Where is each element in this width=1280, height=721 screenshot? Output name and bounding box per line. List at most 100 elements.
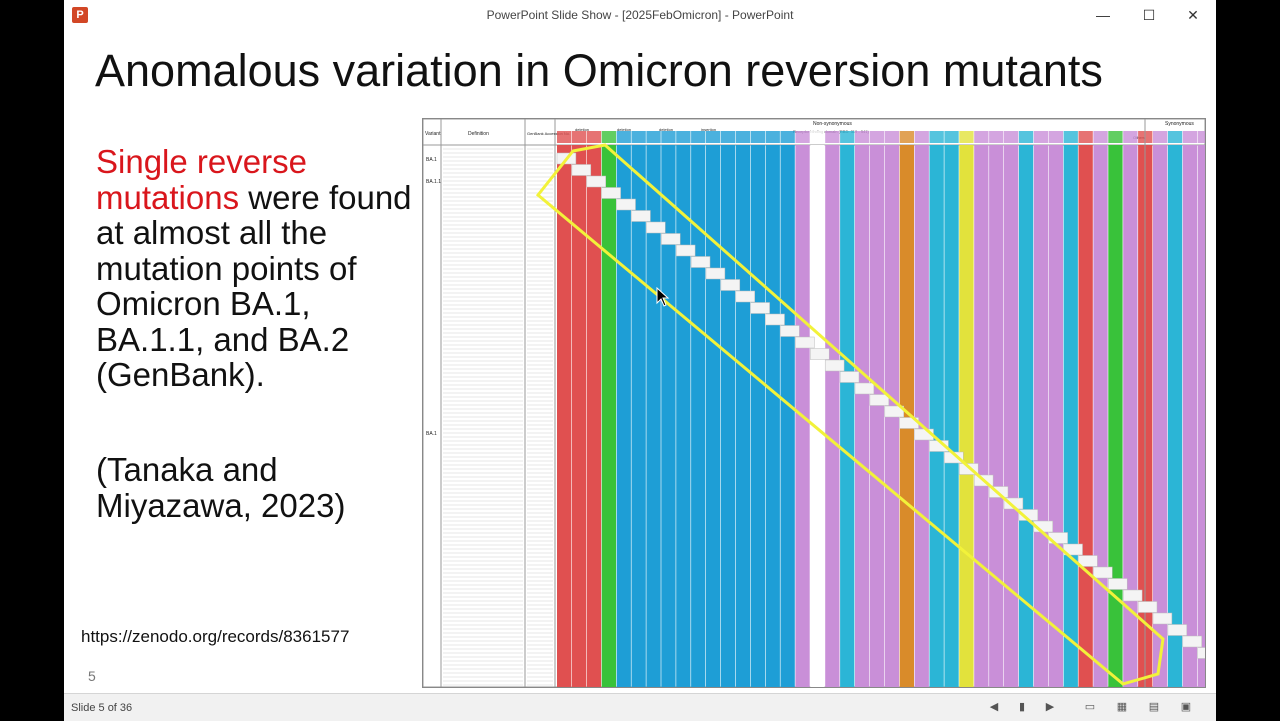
reversion-cell xyxy=(705,267,726,280)
reversion-cell xyxy=(1003,497,1024,510)
mutation-column-header xyxy=(1093,131,1108,143)
reversion-cell xyxy=(869,394,890,406)
title-bar: P PowerPoint Slide Show - [2025FebOmicro… xyxy=(64,0,1216,32)
mutation-column-header xyxy=(1004,131,1019,143)
reading-view-icon[interactable]: ▤ xyxy=(1148,701,1160,713)
mutation-column xyxy=(557,145,572,687)
mutation-column xyxy=(840,145,855,687)
reversion-cell xyxy=(571,164,592,176)
slide-title: Anomalous variation in Omicron reversion… xyxy=(95,45,1103,96)
mutation-column xyxy=(989,145,1004,687)
normal-view-icon[interactable]: ▭ xyxy=(1084,701,1096,713)
mutation-column-header xyxy=(1048,131,1063,143)
reversion-cell xyxy=(1197,647,1205,659)
mouse-pointer-icon xyxy=(656,287,670,307)
mutation-column-header xyxy=(557,131,572,143)
mutation-column xyxy=(661,145,676,687)
mutation-column-header xyxy=(1153,131,1168,143)
body-text: were found at almost all the mutation po… xyxy=(96,178,412,393)
slide-body-text: Single reverse mutations were found at a… xyxy=(96,144,416,393)
reversion-cell xyxy=(675,244,696,257)
mutation-column-header xyxy=(929,131,944,143)
mutation-column-header xyxy=(1018,131,1034,143)
previous-slide-icon[interactable]: ◀ xyxy=(989,701,999,713)
mutation-column xyxy=(1004,145,1019,687)
reversion-cell xyxy=(795,336,815,349)
table-header-group: deletion xyxy=(575,127,589,132)
close-button[interactable]: ✕ xyxy=(1187,7,1199,23)
mutation-column-header xyxy=(646,131,661,143)
table-header-group: insertion xyxy=(701,127,716,132)
powerpoint-window: P PowerPoint Slide Show - [2025FebOmicro… xyxy=(64,0,1216,721)
mutation-column xyxy=(869,145,885,687)
slide-sorter-icon[interactable]: ▦ xyxy=(1116,701,1128,713)
mutation-column-header xyxy=(1033,131,1049,143)
mutation-column xyxy=(914,145,929,687)
mutation-column xyxy=(929,145,944,687)
mutation-column xyxy=(1093,145,1108,687)
reversion-cell xyxy=(750,302,770,314)
mutation-column xyxy=(1063,145,1078,687)
mutation-column xyxy=(735,145,751,687)
mutation-column-header xyxy=(601,131,616,143)
mutation-column-header xyxy=(586,131,602,143)
slide-menu-icon[interactable]: ▮ xyxy=(1018,701,1026,713)
mutation-column xyxy=(1048,145,1063,687)
table-header-synonymous: Synonymous xyxy=(1165,121,1194,127)
variant-label: BA.1 xyxy=(426,431,437,437)
mutation-column-header xyxy=(884,131,900,143)
reversion-cell xyxy=(824,359,845,372)
mutation-column xyxy=(899,145,914,687)
reversion-cell xyxy=(1108,578,1128,590)
mutation-column-header xyxy=(571,131,587,143)
mutation-column-header xyxy=(720,131,736,143)
mutation-column xyxy=(1108,145,1123,687)
reversion-cell xyxy=(720,279,741,291)
mutation-column xyxy=(1033,145,1049,687)
slide-canvas[interactable]: Anomalous variation in Omicron reversion… xyxy=(64,31,1216,693)
reversion-cell xyxy=(616,198,636,211)
mutation-column-header xyxy=(661,131,676,143)
reversion-cell xyxy=(854,382,875,395)
mutation-column xyxy=(944,145,959,687)
reversion-cell xyxy=(765,313,785,326)
minimize-button[interactable]: — xyxy=(1096,7,1110,23)
reversion-cell xyxy=(661,233,681,245)
mutation-column xyxy=(1197,145,1205,687)
mutation-column-header xyxy=(1123,131,1138,143)
mutation-column-header xyxy=(765,131,780,143)
mutation-column-header xyxy=(810,131,825,143)
mutation-column-header xyxy=(989,131,1004,143)
window-title: PowerPoint Slide Show - [2025FebOmicron]… xyxy=(486,8,794,22)
mutation-column-header xyxy=(959,131,974,143)
slideshow-view-icon[interactable]: ▣ xyxy=(1180,701,1192,713)
mutation-column-header xyxy=(914,131,929,143)
mutation-column xyxy=(1078,145,1093,687)
mutation-column-header xyxy=(676,131,691,143)
reversion-cell xyxy=(601,187,621,199)
mutation-column xyxy=(631,145,646,687)
reversion-cell xyxy=(884,405,904,418)
reversion-cell xyxy=(1078,555,1098,567)
mutation-column xyxy=(974,145,989,687)
table-header-group: deletion xyxy=(617,127,631,132)
reversion-cell xyxy=(1152,612,1173,625)
mutation-column-header xyxy=(1167,131,1183,143)
mutation-column xyxy=(765,145,780,687)
mutation-column xyxy=(959,145,974,687)
reversion-cell xyxy=(1122,589,1143,602)
maximize-button[interactable]: ☐ xyxy=(1142,7,1156,23)
mutation-column-header xyxy=(750,131,765,143)
mutation-column-header xyxy=(691,131,706,143)
reversion-cell xyxy=(1137,601,1158,613)
mutation-column xyxy=(810,145,825,687)
mutation-column-header xyxy=(780,131,795,143)
mutation-column-header xyxy=(735,131,751,143)
mutation-column-header xyxy=(631,131,646,143)
mutation-column xyxy=(1182,145,1198,687)
mutation-table-image: Variant Definition GenBank Accession No. No… xyxy=(422,118,1206,688)
mutation-column-header xyxy=(1182,131,1198,143)
next-slide-icon[interactable]: ▶ xyxy=(1045,701,1055,713)
mutation-column xyxy=(750,145,765,687)
mutation-column xyxy=(1018,145,1034,687)
